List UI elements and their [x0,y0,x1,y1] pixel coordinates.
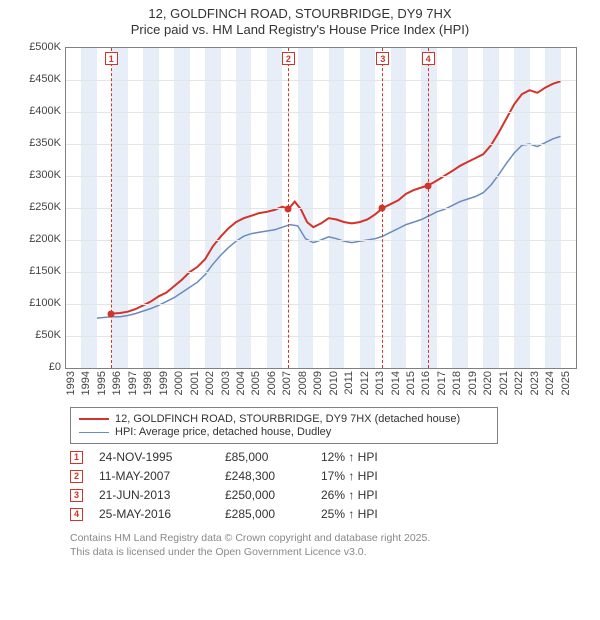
sale-marker: 1 [70,451,83,464]
series-blue [97,137,561,319]
legend-label-blue: HPI: Average price, detached house, Dudl… [115,426,331,438]
sale-hpi-delta: 26% ↑ HPI [321,488,378,502]
x-axis-label: 2009 [312,371,324,395]
sale-marker: 2 [70,470,83,483]
sale-price: £248,300 [225,469,305,483]
price-chart: 1 2 3 4 £0 £50K £100K £150K £200K £250K £300K £350… [15,41,585,401]
x-axis-label: 2005 [250,371,262,395]
y-axis-label: £250K [15,201,61,213]
legend-swatch-red [79,418,109,420]
plot-area: 1 2 3 4 [65,47,577,369]
x-axis-label: 2012 [359,371,371,395]
y-axis-label: £100K [15,297,61,309]
x-axis-label: 2003 [220,371,232,395]
event-marker: 3 [376,52,389,65]
x-axis-label: 2008 [297,371,309,395]
sale-row: 1 24-NOV-1995 £85,000 12% ↑ HPI [70,450,590,464]
x-axis-label: 2024 [544,371,556,395]
sale-price: £85,000 [225,450,305,464]
sale-row: 4 25-MAY-2016 £285,000 25% ↑ HPI [70,507,590,521]
x-axis-label: 2011 [343,371,355,395]
sale-date: 25-MAY-2016 [99,507,209,521]
x-axis-label: 2021 [498,371,510,395]
x-axis-label: 1994 [80,371,92,395]
x-axis-label: 2016 [420,371,432,395]
x-axis-label: 1993 [65,371,77,395]
x-axis-label: 2017 [436,371,448,395]
footer-line1: Contains HM Land Registry data © Crown c… [70,531,590,545]
x-axis-label: 1996 [111,371,123,395]
chart-title-line2: Price paid vs. HM Land Registry's House … [10,22,590,37]
series-red [111,82,561,314]
x-axis-label: 2010 [328,371,340,395]
sale-price: £285,000 [225,507,305,521]
x-axis-label: 2014 [390,371,402,395]
sale-price: £250,000 [225,488,305,502]
sale-hpi-delta: 25% ↑ HPI [321,507,378,521]
legend-label-red: 12, GOLDFINCH ROAD, STOURBRIDGE, DY9 7HX… [115,413,460,425]
y-axis-label: £300K [15,169,61,181]
event-marker: 1 [105,52,118,65]
sale-row: 3 21-JUN-2013 £250,000 26% ↑ HPI [70,488,590,502]
x-axis-label: 1997 [127,371,139,395]
chart-title-line1: 12, GOLDFINCH ROAD, STOURBRIDGE, DY9 7HX [10,6,590,22]
y-axis-label: £50K [15,329,61,341]
x-axis-label: 2004 [235,371,247,395]
y-axis-label: £350K [15,137,61,149]
y-axis-label: £450K [15,73,61,85]
y-axis-label: £0 [15,361,61,373]
x-axis-label: 2001 [189,371,201,395]
x-axis-label: 2000 [173,371,185,395]
footer-line2: This data is licensed under the Open Gov… [70,545,590,559]
event-marker: 2 [282,52,295,65]
sale-marker: 4 [70,508,83,521]
x-axis-label: 2025 [560,371,572,395]
x-axis-label: 2007 [281,371,293,395]
x-axis-label: 2015 [405,371,417,395]
sales-table: 1 24-NOV-1995 £85,000 12% ↑ HPI 2 11-MAY-2007… [70,450,590,521]
x-axis-label: 1999 [158,371,170,395]
x-axis-label: 1998 [142,371,154,395]
x-axis-label: 2018 [451,371,463,395]
sale-hpi-delta: 17% ↑ HPI [321,469,378,483]
sale-marker: 3 [70,489,83,502]
legend-row: 12, GOLDFINCH ROAD, STOURBRIDGE, DY9 7HX… [79,413,489,425]
sale-hpi-delta: 12% ↑ HPI [321,450,378,464]
legend-swatch-blue [79,432,109,433]
x-axis-label: 2020 [482,371,494,395]
sale-date: 21-JUN-2013 [99,488,209,502]
x-axis-label: 2013 [374,371,386,395]
x-axis-label: 2002 [204,371,216,395]
x-axis-label: 2006 [266,371,278,395]
y-axis-label: £200K [15,233,61,245]
sale-row: 2 11-MAY-2007 £248,300 17% ↑ HPI [70,469,590,483]
x-axis-label: 2019 [467,371,479,395]
y-axis-label: £500K [15,41,61,53]
event-marker: 4 [422,52,435,65]
legend-row: HPI: Average price, detached house, Dudl… [79,426,489,438]
legend: 12, GOLDFINCH ROAD, STOURBRIDGE, DY9 7HX… [70,407,498,444]
sale-date: 24-NOV-1995 [99,450,209,464]
sale-date: 11-MAY-2007 [99,469,209,483]
x-axis-label: 2023 [529,371,541,395]
x-axis-label: 2022 [513,371,525,395]
footer: Contains HM Land Registry data © Crown c… [70,531,590,559]
y-axis-label: £150K [15,265,61,277]
x-axis-label: 1995 [96,371,108,395]
y-axis-label: £400K [15,105,61,117]
